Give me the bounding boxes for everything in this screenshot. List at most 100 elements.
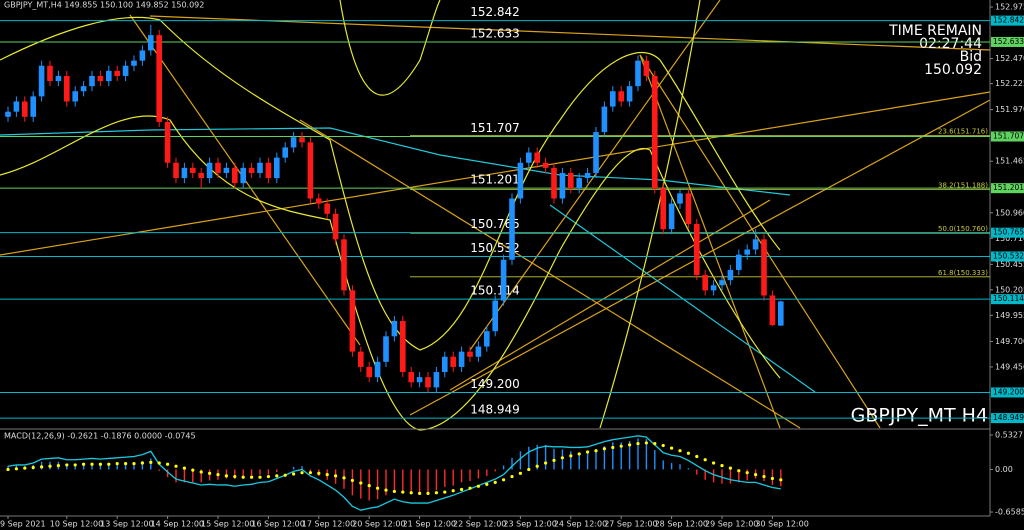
macd-signal-dot bbox=[518, 471, 523, 475]
candle-body bbox=[366, 366, 372, 378]
macd-signal-dot bbox=[485, 482, 489, 486]
level-label: 152.842 bbox=[470, 5, 520, 19]
trend-line bbox=[149, 15, 991, 51]
watermark: GBPJPY_MT H4 bbox=[851, 405, 988, 427]
macd-signal-dot bbox=[140, 461, 144, 465]
candle-body bbox=[223, 167, 230, 173]
candle-body bbox=[290, 137, 297, 148]
candle-body bbox=[22, 101, 28, 117]
macd-signal-dot bbox=[712, 461, 716, 465]
candle-body bbox=[274, 157, 280, 179]
candle-body bbox=[643, 60, 650, 76]
candle-body bbox=[450, 356, 456, 367]
candle-body bbox=[257, 162, 263, 173]
macd-signal-dot bbox=[107, 462, 111, 466]
macd-signal-dot bbox=[317, 471, 321, 475]
level-tag bbox=[991, 413, 1024, 424]
macd-signal-dot bbox=[182, 466, 186, 470]
candle-body bbox=[114, 70, 120, 76]
x-tick-label: 9 Sep 2021 bbox=[0, 520, 46, 529]
y-tick-label: 150.205 bbox=[995, 285, 1024, 294]
drawings bbox=[0, 0, 991, 431]
macd-signal-dot bbox=[166, 462, 170, 466]
level-tag bbox=[991, 227, 1024, 238]
candle-body bbox=[89, 75, 95, 87]
x-tick-label: 28 Sep 12:00 bbox=[655, 520, 708, 529]
candle-body bbox=[492, 300, 498, 332]
macd-signal-dot bbox=[275, 474, 279, 478]
trend-line bbox=[409, 99, 991, 416]
macd-signal-dot bbox=[611, 445, 615, 450]
level-tag-label: 148.949 bbox=[993, 413, 1024, 422]
x-tick-label: 29 Sep 12:00 bbox=[705, 520, 758, 529]
macd-signal-dot bbox=[31, 465, 35, 470]
level-label: 150.532 bbox=[470, 241, 520, 255]
macd-signal-dot bbox=[384, 488, 388, 492]
trend-line bbox=[469, 0, 721, 351]
macd-signal-dot bbox=[250, 475, 254, 479]
macd-signal-dot bbox=[728, 466, 733, 470]
candle-body bbox=[769, 295, 776, 326]
macd-signal-dot bbox=[334, 474, 338, 478]
macd-signal-dot bbox=[367, 484, 371, 488]
level-tag-label: 152.633 bbox=[993, 37, 1024, 46]
candle-body bbox=[131, 60, 137, 66]
fib-label: 38.2(151.188) bbox=[938, 181, 988, 189]
macd-signal-dot bbox=[460, 487, 464, 492]
macd-signal-dot bbox=[720, 463, 724, 468]
candle-body bbox=[626, 86, 633, 102]
macd-signal-dot bbox=[426, 491, 430, 495]
candle-body bbox=[685, 193, 692, 225]
candle-body bbox=[752, 239, 759, 250]
candle-body bbox=[467, 351, 473, 357]
x-tick-label: 24 Sep 12:00 bbox=[554, 520, 607, 529]
x-tick-label: 23 Sep 12:00 bbox=[503, 520, 556, 529]
candle-body bbox=[341, 239, 347, 291]
macd-signal-dot bbox=[233, 474, 237, 479]
candle-body bbox=[190, 167, 196, 173]
macd-signal-dot bbox=[535, 464, 539, 468]
candle-body bbox=[383, 336, 389, 362]
y-tick-label: 152.975 bbox=[995, 3, 1024, 12]
candle-body bbox=[635, 60, 641, 87]
macd-signal-dot bbox=[594, 449, 598, 453]
candle-body bbox=[458, 351, 465, 367]
x-tick-label: 15 Sep 12:00 bbox=[201, 520, 254, 529]
level-tag bbox=[991, 131, 1024, 142]
candle-body bbox=[173, 162, 179, 179]
candle-body bbox=[80, 86, 87, 92]
macd-signal-dot bbox=[569, 454, 573, 458]
candle-body bbox=[702, 275, 708, 291]
candle-body bbox=[408, 372, 414, 383]
macd-signal-dot bbox=[40, 465, 44, 469]
bollinger-band bbox=[0, 16, 781, 351]
candle-body bbox=[727, 269, 734, 281]
time-remain-label: TIME REMAIN bbox=[888, 23, 982, 39]
candle-body bbox=[551, 167, 557, 199]
candle-body bbox=[526, 152, 532, 163]
level-tag bbox=[991, 251, 1024, 262]
macd-signal-dot bbox=[392, 489, 396, 494]
y-tick-label: 150.710 bbox=[995, 234, 1024, 243]
candle-body bbox=[425, 377, 431, 388]
candle-body bbox=[400, 321, 406, 373]
candle-body bbox=[307, 142, 314, 199]
candle-body bbox=[139, 50, 146, 61]
macd-signal-dot bbox=[476, 484, 480, 488]
macd-signal-dot bbox=[670, 446, 674, 450]
macd-signal-dot bbox=[359, 481, 363, 485]
candle-body bbox=[576, 178, 582, 189]
macd-y-tick-label: 0.00 bbox=[995, 465, 1013, 474]
macd-signal-dot bbox=[762, 474, 766, 479]
candle-body bbox=[13, 101, 20, 112]
candle-body bbox=[5, 111, 11, 117]
level-tag-label: 150.532 bbox=[993, 251, 1024, 260]
level-tag bbox=[991, 294, 1024, 305]
macd-signal-dot bbox=[644, 441, 649, 445]
macd-signal-dot bbox=[65, 463, 69, 467]
trend-line bbox=[449, 199, 771, 391]
candle-body bbox=[500, 259, 507, 301]
candle-body bbox=[584, 172, 591, 179]
x-tick-label: 27 Sep 12:00 bbox=[604, 520, 657, 529]
